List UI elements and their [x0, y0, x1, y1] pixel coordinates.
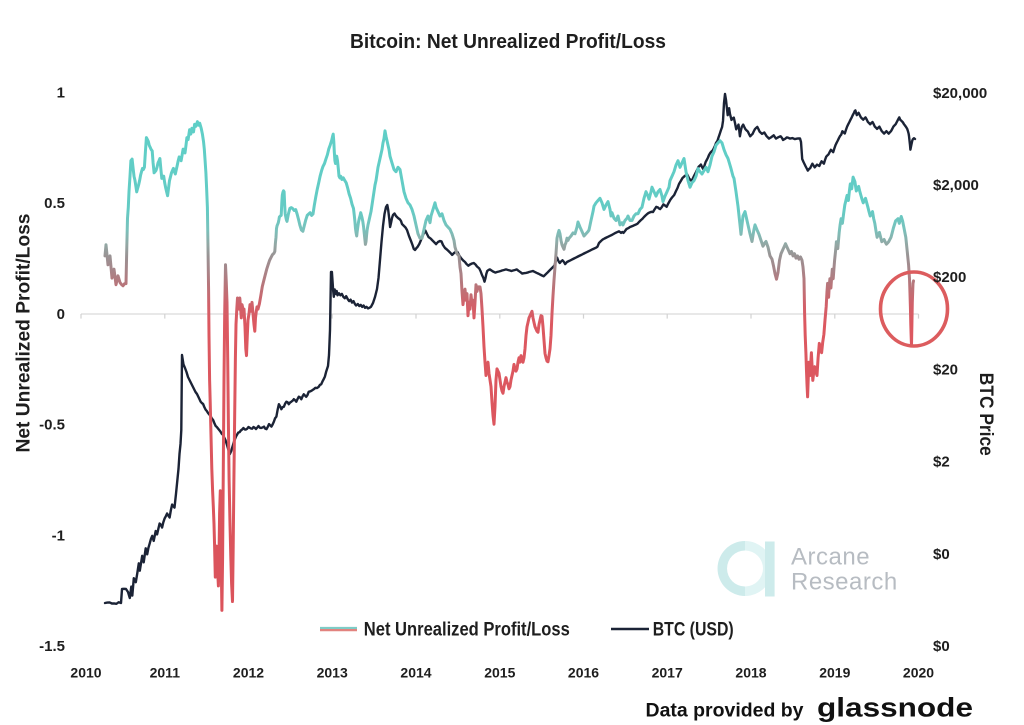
svg-text:2020: 2020	[903, 665, 934, 681]
svg-text:$2,000: $2,000	[933, 177, 979, 194]
svg-text:$2: $2	[933, 454, 950, 471]
svg-text:2016: 2016	[568, 665, 599, 681]
svg-text:-0.5: -0.5	[39, 417, 65, 434]
svg-text:Research: Research	[791, 569, 898, 596]
svg-text:2011: 2011	[150, 665, 181, 681]
svg-text:2017: 2017	[652, 665, 683, 681]
svg-text:-1: -1	[52, 527, 65, 544]
svg-text:Net Unrealized Profit/Loss: Net Unrealized Profit/Loss	[14, 213, 35, 452]
svg-text:0.5: 0.5	[44, 195, 65, 212]
svg-text:2012: 2012	[233, 665, 264, 681]
svg-text:glassnode: glassnode	[817, 693, 973, 723]
svg-text:Data provided by: Data provided by	[646, 701, 804, 722]
svg-text:BTC Price: BTC Price	[975, 373, 996, 456]
svg-text:2014: 2014	[400, 665, 431, 681]
svg-text:Arcane: Arcane	[791, 544, 870, 571]
svg-text:2013: 2013	[317, 665, 348, 681]
svg-text:0: 0	[57, 306, 65, 323]
svg-text:Net Unrealized Profit/Loss: Net Unrealized Profit/Loss	[364, 620, 570, 641]
svg-text:$20,000: $20,000	[933, 85, 987, 102]
svg-text:-1.5: -1.5	[39, 638, 65, 655]
svg-text:Bitcoin: Net Unrealized Profit: Bitcoin: Net Unrealized Profit/Loss	[350, 30, 666, 53]
svg-text:$200: $200	[933, 269, 966, 286]
svg-text:2015: 2015	[484, 665, 515, 681]
svg-text:1: 1	[57, 84, 65, 101]
svg-text:2010: 2010	[70, 665, 101, 681]
svg-text:2019: 2019	[819, 665, 850, 681]
svg-text:$20: $20	[933, 361, 958, 378]
svg-text:2018: 2018	[735, 665, 766, 681]
svg-text:$0: $0	[933, 638, 950, 655]
svg-text:$0: $0	[933, 546, 950, 563]
svg-text:BTC (USD): BTC (USD)	[653, 620, 734, 641]
